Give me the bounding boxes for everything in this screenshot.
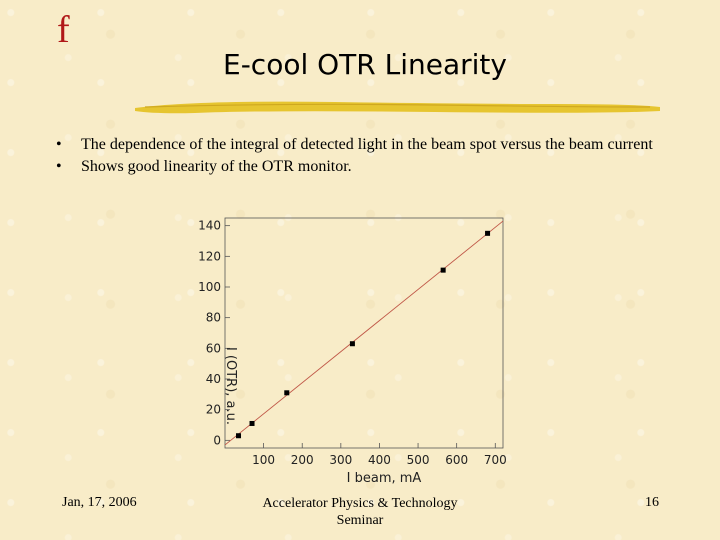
x-tick-label: 400	[368, 453, 391, 467]
logo: f	[57, 9, 70, 51]
linearity-chart: 0 20 40 60 80 100 120 140 100 200 300 400 500 600 700 I…	[198, 217, 507, 485]
bullet-text: Shows good linearity of the OTR monitor.	[81, 158, 352, 175]
x-tick-label: 600	[445, 453, 468, 467]
footer-center-text: Accelerator Physics & Technology Seminar	[262, 496, 458, 528]
bullet-marker: •	[56, 158, 62, 175]
y-tick-label: 20	[206, 403, 221, 417]
title-underline	[135, 101, 660, 114]
x-tick-label: 500	[407, 453, 430, 467]
y-tick-label: 100	[198, 280, 221, 294]
bullet-marker: •	[56, 136, 62, 153]
x-axis-label: I beam, mA	[347, 471, 422, 485]
y-tick-label: 140	[198, 219, 221, 233]
bullet-item: • Shows good linearity of the OTR monito…	[56, 158, 656, 175]
slide-title: E-cool OTR Linearity	[223, 48, 507, 81]
data-point	[349, 341, 355, 347]
data-point	[440, 267, 446, 273]
bullet-text: The dependence of the integral of detect…	[81, 136, 653, 153]
plot-frame	[224, 217, 504, 449]
y-tick-label: 80	[206, 311, 221, 325]
y-tick-label: 120	[198, 249, 221, 263]
x-tick-label: 700	[484, 453, 507, 467]
fit-line	[224, 220, 504, 446]
page-number: 16	[645, 495, 659, 510]
data-point	[485, 230, 491, 236]
y-axis-label: I (OTR), a.u.	[223, 347, 238, 425]
y-tick-label: 0	[213, 433, 221, 447]
y-tick-label: 60	[206, 341, 221, 355]
bullet-item: • The dependence of the integral of dete…	[56, 136, 656, 153]
x-tick-label: 200	[291, 453, 314, 467]
data-point	[236, 433, 242, 439]
data-point	[284, 390, 290, 396]
x-tick-label: 300	[329, 453, 352, 467]
footer-date: Jan, 17, 2006	[62, 495, 137, 510]
data-point	[249, 420, 255, 426]
x-tick-label: 100	[252, 453, 275, 467]
y-tick-label: 40	[206, 372, 221, 386]
bullet-list: • The dependence of the integral of dete…	[56, 136, 656, 180]
